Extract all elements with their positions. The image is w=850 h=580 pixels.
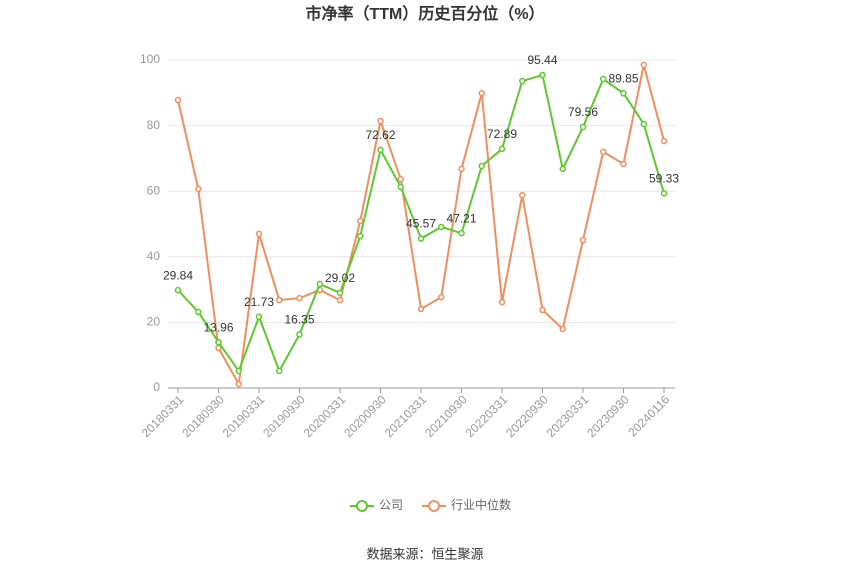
point [215, 338, 222, 346]
y-tick-label: 80 [147, 118, 161, 132]
data-label: 89.85 [608, 71, 638, 85]
x-tick-label: 20180331 [139, 392, 187, 440]
x-tick-label: 20230331 [544, 392, 592, 440]
point [498, 145, 506, 153]
point [296, 331, 303, 338]
point [174, 96, 182, 104]
point [640, 61, 647, 69]
point [336, 289, 344, 297]
x-tick-label: 20200331 [301, 392, 349, 440]
point [539, 71, 546, 79]
data-label: 29.02 [325, 271, 355, 285]
point [296, 294, 303, 302]
data-label: 21.73 [244, 295, 274, 309]
data-label: 72.62 [365, 128, 395, 142]
data-label: 16.35 [284, 313, 314, 327]
data-label: 45.57 [406, 217, 436, 231]
point [579, 123, 587, 131]
point [620, 160, 627, 168]
x-tick-label: 20180930 [179, 392, 227, 440]
point [377, 117, 384, 125]
point [255, 313, 263, 320]
point [458, 165, 465, 173]
x-tick-label: 20230930 [584, 392, 632, 440]
point [539, 306, 546, 314]
point [276, 296, 283, 304]
y-tick-label: 40 [147, 249, 161, 263]
point [215, 344, 222, 352]
point [255, 230, 263, 238]
point [660, 137, 668, 145]
data-label: 13.96 [203, 320, 233, 334]
data-label: 59.33 [649, 172, 679, 186]
point [600, 148, 607, 156]
point [579, 236, 587, 244]
point [195, 185, 202, 193]
point [336, 296, 344, 304]
point [478, 162, 485, 170]
point [235, 380, 242, 388]
source-note: 数据来源：恒生聚源 [366, 546, 483, 561]
point [519, 77, 526, 85]
point [316, 280, 323, 288]
y-tick-label: 60 [147, 183, 161, 197]
data-label: 72.89 [487, 127, 517, 141]
data-label: 47.21 [446, 211, 476, 225]
point [174, 286, 182, 294]
point [620, 90, 627, 97]
point [397, 175, 404, 183]
point [519, 191, 526, 199]
x-tick-label: 20220930 [503, 392, 551, 440]
point [438, 293, 445, 301]
y-tick-label: 20 [147, 315, 161, 329]
legend-swatch [428, 500, 440, 512]
point [235, 367, 242, 375]
legend-label: 行业中位数 [451, 497, 511, 512]
x-tick-label: 20190930 [260, 392, 308, 440]
point [357, 217, 364, 225]
point [660, 190, 668, 197]
point [478, 89, 485, 97]
point [600, 75, 607, 83]
x-tick-label: 20190331 [220, 392, 268, 440]
point [559, 325, 566, 333]
x-tick-label: 20220331 [463, 392, 511, 440]
point [276, 367, 283, 375]
y-tick-label: 0 [153, 380, 160, 394]
x-tick-label: 20210930 [422, 392, 470, 440]
point [438, 223, 445, 231]
x-tick-label: 20240116 [625, 392, 672, 439]
point [640, 120, 647, 128]
point [417, 305, 425, 313]
point [397, 183, 404, 191]
data-label: 95.44 [527, 53, 557, 67]
data-label: 79.56 [568, 105, 598, 119]
x-tick-label: 20210331 [382, 392, 430, 440]
point [458, 229, 465, 237]
point [357, 232, 364, 240]
y-tick-label: 100 [140, 52, 160, 66]
x-tick-label: 20200930 [341, 392, 389, 440]
point [417, 235, 425, 242]
data-label: 29.84 [163, 268, 193, 282]
point [498, 298, 506, 306]
chart-title: 市净率（TTM）历史百分位（%） [305, 4, 544, 23]
legend-swatch [356, 500, 368, 512]
point [377, 146, 384, 154]
point [559, 165, 566, 173]
point [195, 308, 202, 316]
legend-label: 公司 [379, 498, 403, 512]
